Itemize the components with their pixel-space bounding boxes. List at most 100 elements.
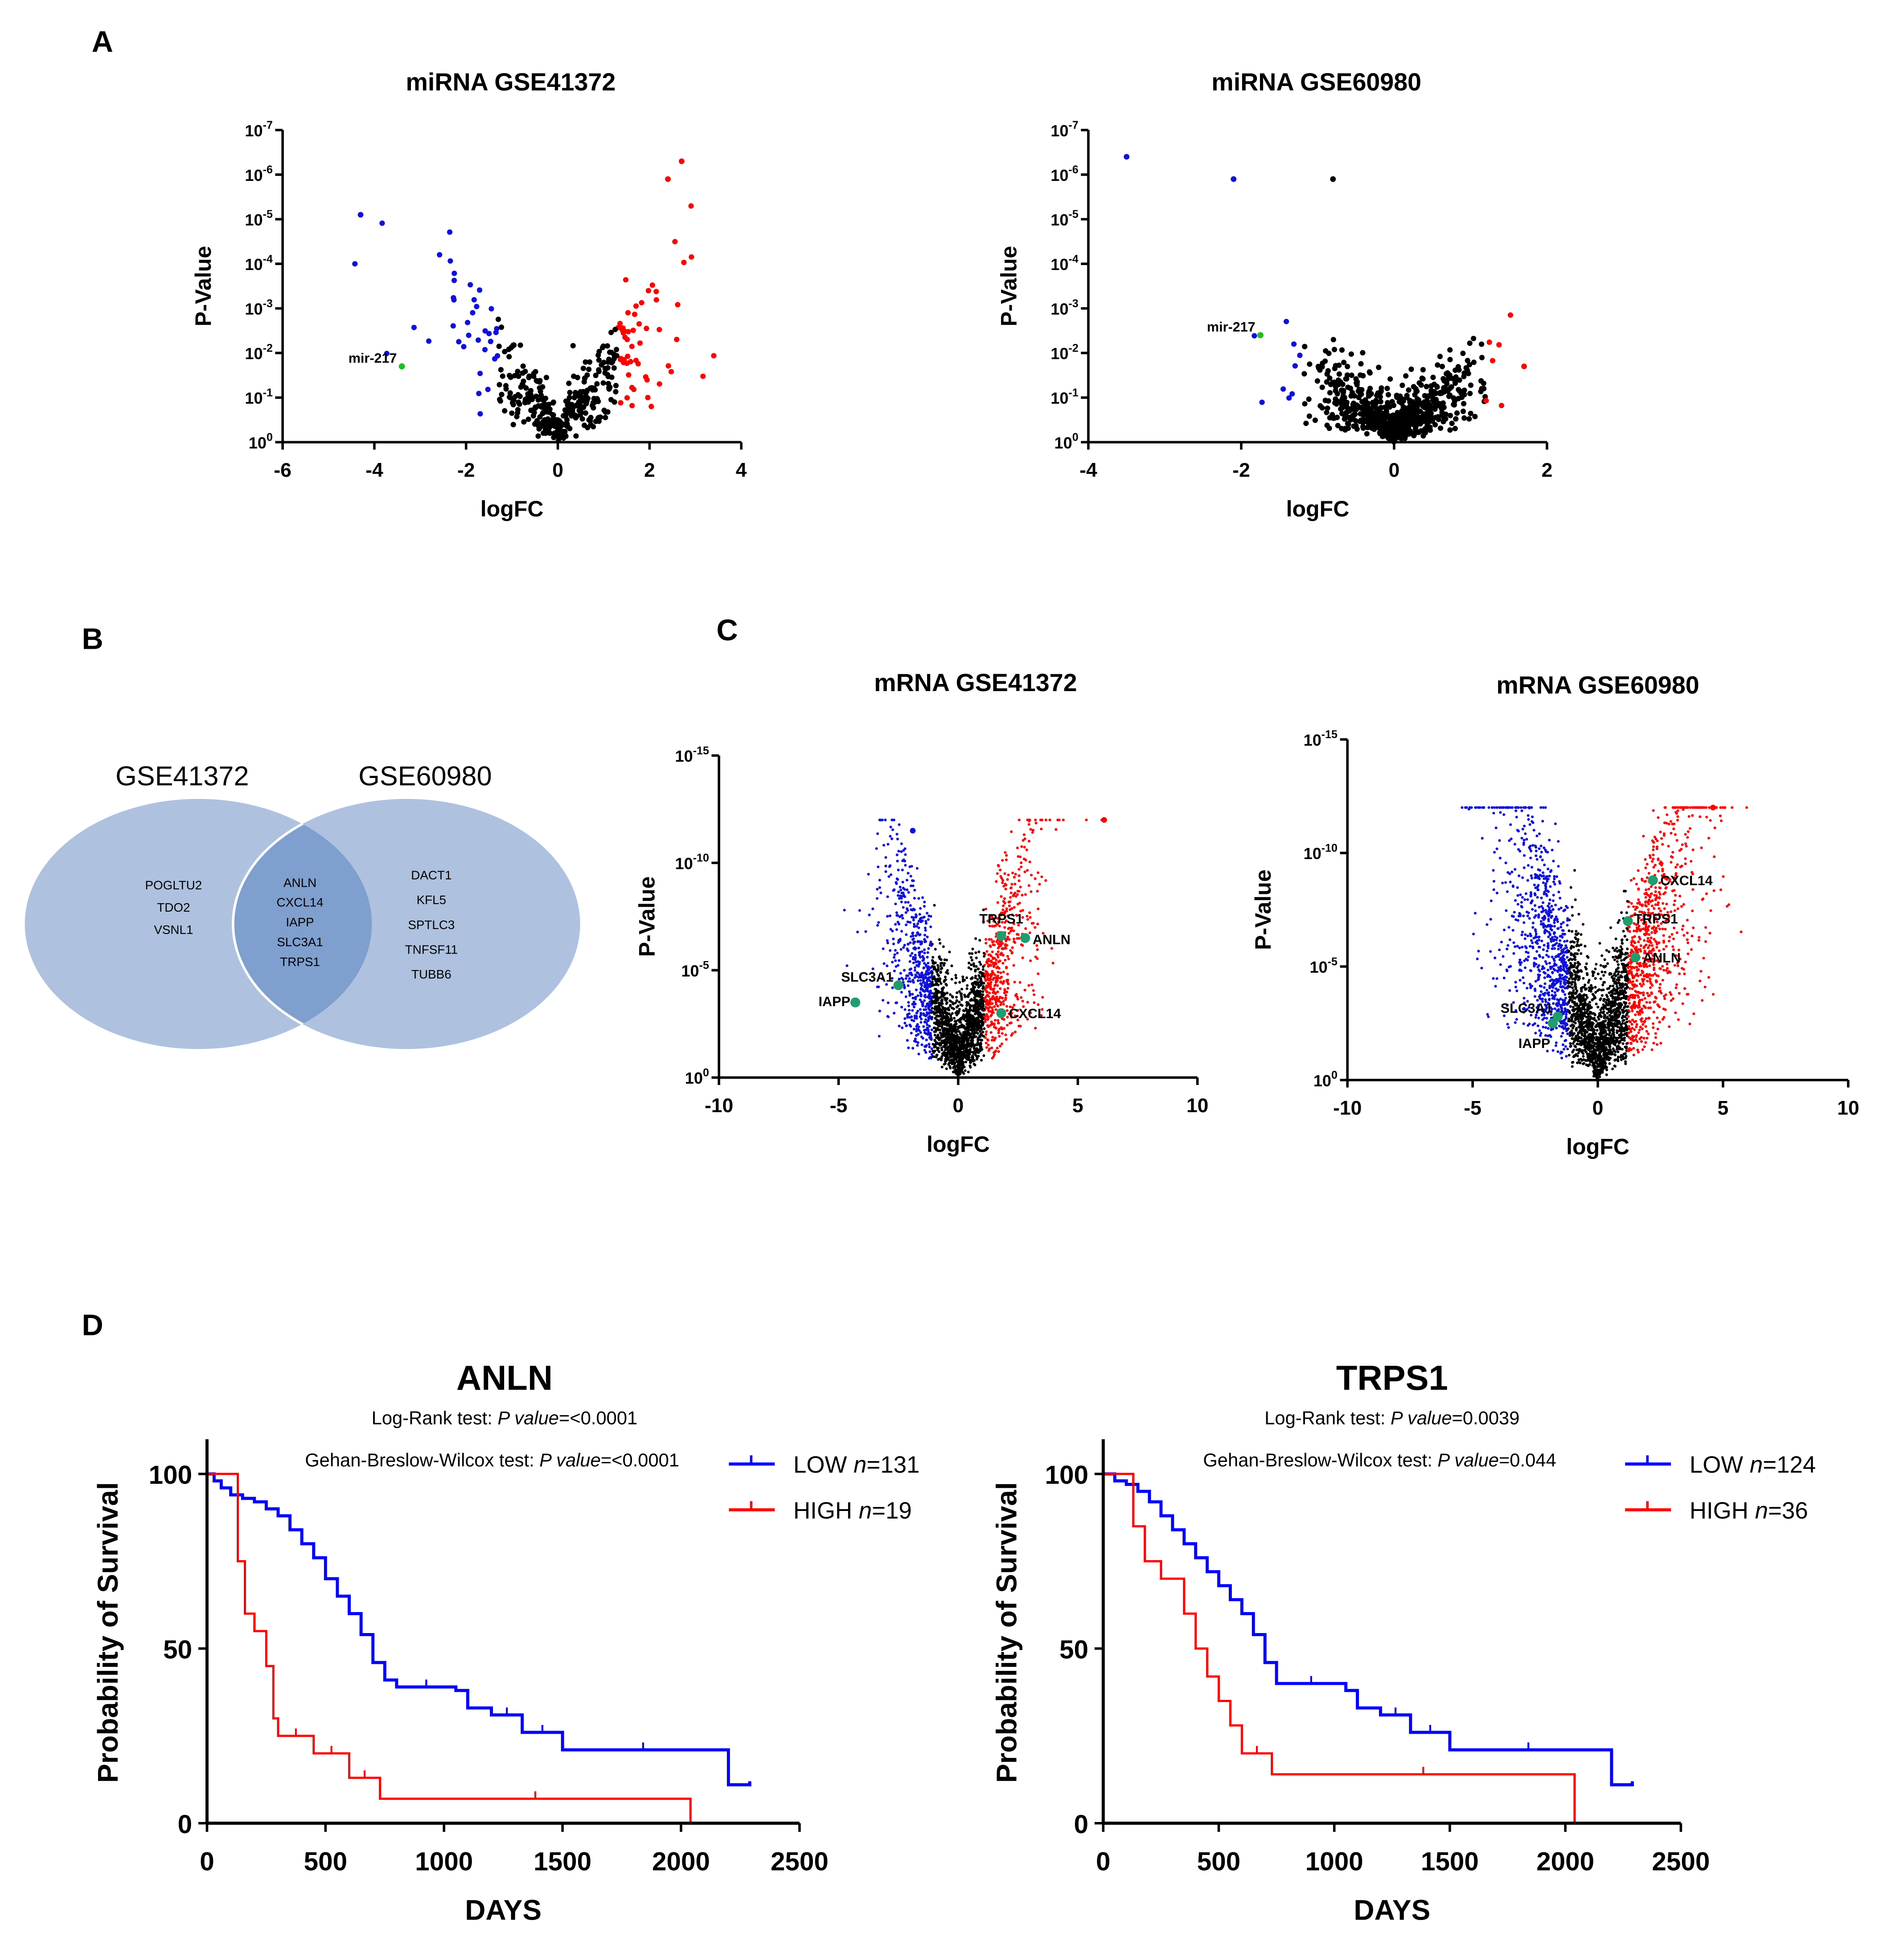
venn-gene-right-only: TNFSF11 [405, 942, 458, 956]
data-point-up [1661, 902, 1665, 905]
data-point-ns [506, 354, 512, 360]
data-point-ns [1434, 384, 1440, 390]
data-point-up [995, 880, 998, 883]
data-point-up [996, 990, 999, 994]
data-point-up [1650, 927, 1654, 930]
data-point-up [1009, 886, 1013, 889]
data-point-down [908, 968, 911, 971]
data-point-up [1044, 879, 1047, 882]
data-point-down [886, 843, 890, 846]
data-point-down [886, 942, 889, 945]
data-point-up [1013, 980, 1016, 984]
data-point-ns [941, 988, 944, 991]
data-point-down [1505, 909, 1508, 912]
data-point-ns [963, 1040, 966, 1044]
data-point-ns [522, 368, 528, 374]
data-point-up [991, 1009, 994, 1012]
data-point-down [913, 897, 916, 900]
data-point-up [1650, 936, 1653, 939]
data-point-ns [955, 995, 958, 999]
data-point-down [911, 1009, 914, 1012]
data-point-down [910, 1032, 913, 1035]
data-point-ns [1411, 384, 1416, 389]
data-point-ns [542, 401, 548, 407]
chart-title: mRNA GSE60980 [1496, 671, 1699, 699]
data-point-down [902, 906, 905, 909]
data-point-down [927, 962, 930, 965]
data-point-ns [969, 956, 973, 959]
y-tick-label: 10-15 [675, 745, 709, 766]
data-point-down [914, 1037, 917, 1040]
data-point-up [1010, 926, 1014, 929]
data-point-down [898, 978, 901, 981]
data-point-down [926, 989, 929, 992]
data-point-ns [1324, 422, 1330, 428]
data-point-up [1636, 1048, 1639, 1052]
data-point-ns [978, 971, 981, 974]
data-point-up [1038, 883, 1041, 886]
data-point-ns [1577, 1051, 1580, 1055]
data-point-down [901, 917, 904, 920]
data-point-up [1645, 1001, 1648, 1004]
data-point-ns [1574, 936, 1577, 939]
data-point-up [1014, 883, 1017, 886]
data-point-up [984, 907, 987, 911]
data-point-up [989, 981, 993, 984]
data-point-up [1020, 845, 1023, 848]
data-point-ns [510, 396, 516, 401]
data-point-ns [1340, 393, 1346, 399]
data-point-ns [948, 1023, 951, 1026]
data-point-ns [971, 1054, 974, 1057]
data-point-up [1637, 940, 1640, 943]
data-point-ns [1330, 337, 1336, 343]
data-point-down [1506, 947, 1509, 950]
x-tick-label: 2 [1542, 459, 1553, 481]
data-point-ns [977, 1015, 981, 1018]
data-point-ns [1375, 416, 1380, 422]
data-point-ns [600, 380, 606, 386]
data-point-up [996, 872, 999, 875]
data-point-down [482, 347, 488, 352]
data-point-ns [960, 1060, 963, 1063]
data-point-ns [940, 992, 943, 995]
data-point-up [991, 1036, 994, 1039]
data-point-ns [977, 974, 981, 977]
data-point-down [477, 370, 483, 377]
data-point-up [992, 1011, 995, 1014]
data-point-ns [950, 1039, 954, 1042]
data-point-ns [603, 365, 609, 372]
data-point-ns [939, 1008, 942, 1011]
data-point-down [920, 1043, 923, 1046]
data-point-up [1026, 915, 1029, 918]
data-point-up [1005, 1024, 1009, 1027]
data-point-ns [1360, 412, 1366, 418]
data-point-ns [933, 904, 936, 907]
data-point-down [1534, 980, 1537, 983]
data-point-ns [1327, 390, 1333, 396]
data-point-up [1024, 927, 1027, 930]
data-point-up [649, 282, 655, 288]
data-point-up [985, 1046, 988, 1049]
panel-label-d: D [82, 1309, 103, 1342]
data-point-down [907, 942, 910, 946]
data-point-down [903, 888, 906, 891]
data-point-up [994, 1036, 997, 1040]
data-point-ns [1334, 401, 1339, 407]
data-point-ns [935, 1056, 938, 1059]
data-point-up [1657, 869, 1660, 873]
data-point-ns [981, 968, 985, 971]
data-point-up [1645, 1036, 1649, 1040]
data-point-down [468, 282, 473, 288]
data-point-ns [943, 1051, 946, 1054]
data-point-down [925, 1013, 928, 1016]
data-point-up [1670, 861, 1673, 864]
data-point-up [994, 1027, 998, 1030]
data-point-up [1654, 931, 1657, 934]
data-point-up [996, 901, 999, 904]
data-point-down [896, 860, 899, 863]
data-point-up [992, 965, 996, 968]
data-point-ns [1306, 413, 1312, 419]
data-point-ns [967, 1044, 970, 1047]
data-point-ns [507, 390, 513, 396]
data-point-up [1631, 987, 1634, 991]
